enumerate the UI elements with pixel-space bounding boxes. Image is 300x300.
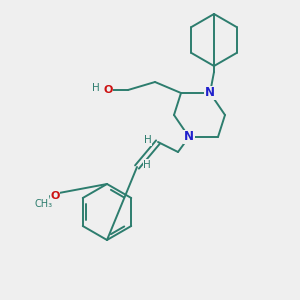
Text: H: H [92,83,100,93]
Text: O: O [50,191,60,201]
Text: N: N [184,130,194,143]
Text: H: H [143,160,151,170]
Text: O: O [103,85,113,95]
Text: H: H [144,135,152,145]
Text: N: N [205,86,215,100]
Text: CH₃: CH₃ [35,199,53,209]
